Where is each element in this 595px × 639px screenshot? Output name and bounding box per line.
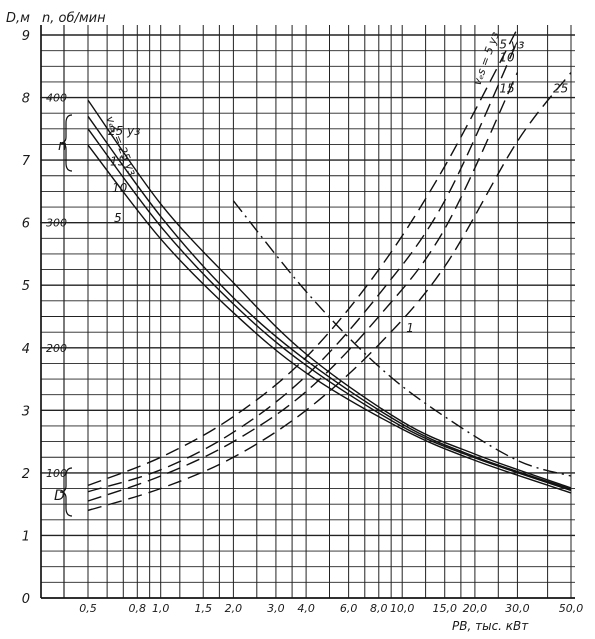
series-label-D-25: 25 bbox=[553, 82, 568, 96]
y-D-tick-label: 0 bbox=[22, 592, 30, 607]
series-label-n-5: 5 bbox=[114, 211, 122, 225]
plot-frame bbox=[40, 25, 575, 599]
y-D-tick-label: 6 bbox=[22, 217, 30, 232]
x-tick-label: 20,0 bbox=[463, 602, 488, 615]
series-n-5 bbox=[87, 144, 572, 494]
grid bbox=[40, 25, 575, 599]
x-axis-title: PВ, тыс. кВт bbox=[452, 619, 529, 633]
x-tick-label: 30,0 bbox=[505, 602, 530, 615]
y-axis-n-ticks: 100 200 300 400 bbox=[40, 92, 67, 480]
n-group-brace bbox=[59, 114, 73, 172]
series-label-n-15: 15 bbox=[110, 154, 125, 168]
y-D-tick-label: 8 bbox=[22, 92, 30, 107]
x-tick-label: 50,0 bbox=[559, 602, 584, 615]
series-label-D-5: 5 уз bbox=[499, 38, 524, 52]
y-n-tick-label: 100 bbox=[46, 467, 67, 480]
y-D-tick-label: 2 bbox=[22, 467, 30, 482]
series-label-n-10: 10 bbox=[112, 181, 128, 195]
n-group-label: n bbox=[58, 138, 67, 154]
x-tick-label: 1,0 bbox=[152, 602, 170, 615]
x-axis-ticks: 0,5 0,8 1,0 1,5 2,0 3,0 4,0 6,0 8,0 10,0 15,0 20,0 3… bbox=[79, 602, 583, 615]
series-D-25 bbox=[87, 72, 572, 512]
x-tick-label: 8,0 bbox=[370, 602, 388, 615]
series-label-n-25: 25 уз bbox=[108, 124, 141, 138]
D-group-label: D bbox=[54, 488, 65, 504]
D-group-brace bbox=[59, 467, 73, 517]
y-axis-D-ticks: 0 1 2 3 4 5 6 7 8 9 bbox=[22, 29, 31, 607]
y-n-tick-label: 400 bbox=[46, 92, 67, 105]
series-group bbox=[87, 28, 572, 512]
y-D-tick-label: 4 bbox=[22, 342, 30, 357]
series-n-10 bbox=[87, 128, 572, 492]
x-tick-label: 0,8 bbox=[129, 602, 147, 615]
x-tick-label: 4,0 bbox=[297, 602, 315, 615]
series-label-D-15: 15 bbox=[499, 82, 514, 96]
y-n-tick-label: 200 bbox=[46, 342, 67, 355]
y-D-tick-label: 1 bbox=[22, 529, 30, 544]
y-D-tick-label: 5 bbox=[22, 279, 30, 294]
y-D-tick-label: 9 bbox=[22, 29, 30, 44]
series-label-D-10: 10 bbox=[499, 50, 515, 64]
series-label-boundary-1: 1 bbox=[406, 321, 414, 335]
series-D-10 bbox=[87, 41, 519, 493]
y-axis-n-title: n, об/мин bbox=[42, 11, 106, 26]
y-axis-D-title: D,м bbox=[6, 11, 30, 26]
y-n-tick-label: 300 bbox=[46, 217, 67, 230]
series-D-5 bbox=[87, 28, 519, 487]
series-D-15 bbox=[87, 72, 519, 502]
x-tick-label: 0,5 bbox=[79, 602, 97, 615]
y-D-tick-label: 7 bbox=[22, 154, 31, 169]
series-boundary-1 bbox=[232, 200, 572, 477]
series-n-15 bbox=[87, 115, 572, 490]
x-tick-label: 10,0 bbox=[390, 602, 415, 615]
x-tick-label: 15,0 bbox=[432, 602, 457, 615]
x-tick-label: 1,5 bbox=[194, 602, 212, 615]
x-tick-label: 6,0 bbox=[340, 602, 358, 615]
x-tick-label: 3,0 bbox=[267, 602, 285, 615]
x-tick-label: 2,0 bbox=[225, 602, 243, 615]
y-D-tick-label: 3 bbox=[22, 404, 30, 419]
series-n-25 bbox=[87, 99, 572, 489]
